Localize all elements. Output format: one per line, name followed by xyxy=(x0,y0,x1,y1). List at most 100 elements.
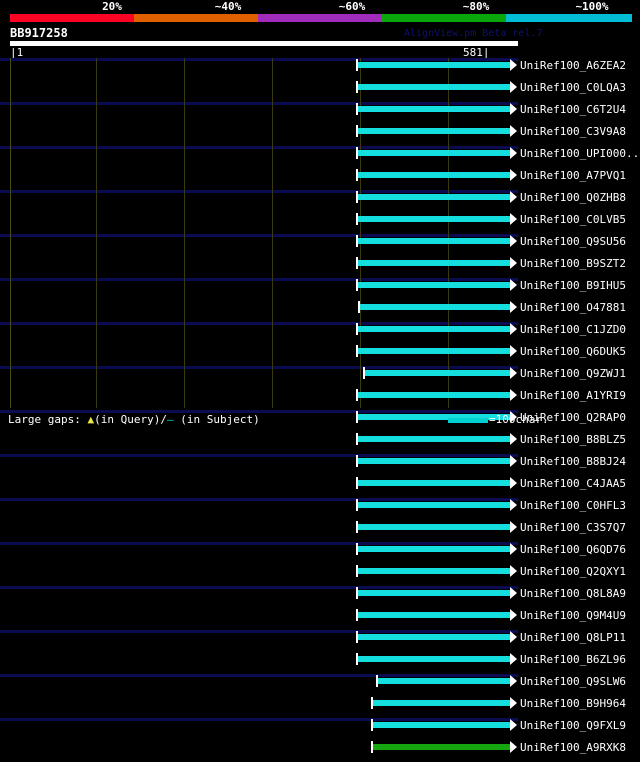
hit-label[interactable]: UniRef100_O47881 xyxy=(520,301,626,314)
hit-row[interactable]: UniRef100_C3S7Q7 xyxy=(0,520,640,542)
hit-alignment-bar[interactable] xyxy=(358,656,510,662)
hit-label[interactable]: UniRef100_B9H964 xyxy=(520,697,626,710)
hit-alignment-bar[interactable] xyxy=(358,128,510,134)
hit-alignment-bar[interactable] xyxy=(358,612,510,618)
hit-alignment-bar[interactable] xyxy=(358,62,510,68)
hit-alignment-bar[interactable] xyxy=(358,458,510,464)
hit-alignment-bar[interactable] xyxy=(358,524,510,530)
hit-alignment-bar[interactable] xyxy=(360,304,510,310)
hit-label[interactable]: UniRef100_B9SZT2 xyxy=(520,257,626,270)
hit-alignment-bar[interactable] xyxy=(358,326,510,332)
hit-label[interactable]: UniRef100_UPI000.. xyxy=(520,147,640,160)
hit-label[interactable]: UniRef100_Q6DUK5 xyxy=(520,345,626,358)
hit-alignment-bar[interactable] xyxy=(358,84,510,90)
hit-label[interactable]: UniRef100_B8BLZ5 xyxy=(520,433,626,446)
hit-label[interactable]: UniRef100_A7PVQ1 xyxy=(520,169,626,182)
hit-label[interactable]: UniRef100_Q6QD76 xyxy=(520,543,626,556)
hit-row[interactable]: UniRef100_Q9M4U9 xyxy=(0,608,640,630)
hit-alignment-bar[interactable] xyxy=(358,634,510,640)
hit-alignment-bar[interactable] xyxy=(373,700,510,706)
hit-alignment-bar[interactable] xyxy=(358,282,510,288)
hit-alignment-bar[interactable] xyxy=(358,150,510,156)
hit-alignment-bar[interactable] xyxy=(358,194,510,200)
hit-row[interactable]: UniRef100_Q8L8A9 xyxy=(0,586,640,608)
hit-label[interactable]: UniRef100_Q9M4U9 xyxy=(520,609,626,622)
hit-label[interactable]: UniRef100_A9RXK8 xyxy=(520,741,626,754)
grid-line-vertical-0 xyxy=(10,58,11,408)
hit-label[interactable]: UniRef100_B9IHU5 xyxy=(520,279,626,292)
hit-alignment-bar[interactable] xyxy=(358,238,510,244)
hit-label[interactable]: UniRef100_C4JAA5 xyxy=(520,477,626,490)
hit-row[interactable]: UniRef100_Q2QXY1 xyxy=(0,564,640,586)
hit-label[interactable]: UniRef100_Q9SLW6 xyxy=(520,675,626,688)
hit-label[interactable]: UniRef100_B6ZL96 xyxy=(520,653,626,666)
hit-alignment-bar[interactable] xyxy=(358,106,510,112)
hit-row[interactable]: UniRef100_Q8LP11 xyxy=(0,630,640,652)
hit-row[interactable]: UniRef100_O47881 xyxy=(0,300,640,322)
hit-label[interactable]: UniRef100_C3V9A8 xyxy=(520,125,626,138)
hit-row[interactable]: UniRef100_B6ZL96 xyxy=(0,652,640,674)
hit-row[interactable]: UniRef100_C0HFL3 xyxy=(0,498,640,520)
hit-row[interactable]: UniRef100_C0LVB5 xyxy=(0,212,640,234)
hit-label[interactable]: UniRef100_Q9ZWJ1 xyxy=(520,367,626,380)
hit-alignment-bar[interactable] xyxy=(358,546,510,552)
hit-row[interactable]: UniRef100_Q6DUK5 xyxy=(0,344,640,366)
hit-row[interactable]: UniRef100_C6T2U4 xyxy=(0,102,640,124)
hit-label[interactable]: UniRef100_C3S7Q7 xyxy=(520,521,626,534)
hit-label[interactable]: UniRef100_Q0ZHB8 xyxy=(520,191,626,204)
hit-row[interactable]: UniRef100_UPI000.. xyxy=(0,146,640,168)
hit-label[interactable]: UniRef100_Q8LP11 xyxy=(520,631,626,644)
hit-alignment-bar[interactable] xyxy=(365,370,510,376)
hit-row[interactable]: UniRef100_Q9SU56 xyxy=(0,234,640,256)
hit-alignment-bar[interactable] xyxy=(373,722,510,728)
hit-row[interactable]: UniRef100_C4JAA5 xyxy=(0,476,640,498)
hit-label[interactable]: UniRef100_C0LVB5 xyxy=(520,213,626,226)
hit-direction-arrow-icon xyxy=(510,631,517,643)
hit-row[interactable]: UniRef100_A6ZEA2 xyxy=(0,58,640,80)
hit-label[interactable]: UniRef100_C6T2U4 xyxy=(520,103,626,116)
hit-alignment-bar[interactable] xyxy=(358,260,510,266)
hit-row[interactable]: UniRef100_A9RXK8 xyxy=(0,740,640,762)
hit-row[interactable]: UniRef100_C0LQA3 xyxy=(0,80,640,102)
hit-label[interactable]: UniRef100_B8BJ24 xyxy=(520,455,626,468)
hit-label[interactable]: UniRef100_C0HFL3 xyxy=(520,499,626,512)
hit-label[interactable]: UniRef100_Q2RAP0 xyxy=(520,411,626,424)
hit-row[interactable]: UniRef100_C1JZD0 xyxy=(0,322,640,344)
hit-row[interactable]: UniRef100_Q9SLW6 xyxy=(0,674,640,696)
hit-label[interactable]: UniRef100_Q2QXY1 xyxy=(520,565,626,578)
hit-alignment-bar[interactable] xyxy=(358,392,510,398)
hit-alignment-bar[interactable] xyxy=(358,216,510,222)
hit-row[interactable]: UniRef100_B8BJ24 xyxy=(0,454,640,476)
hit-alignment-bar[interactable] xyxy=(358,502,510,508)
hit-label[interactable]: UniRef100_Q9SU56 xyxy=(520,235,626,248)
hit-start-tick xyxy=(356,103,358,115)
hit-alignment-bar[interactable] xyxy=(358,436,510,442)
hit-alignment-bar[interactable] xyxy=(358,590,510,596)
hit-row[interactable]: UniRef100_Q2RAP0 xyxy=(0,410,640,432)
hit-row[interactable]: UniRef100_B9IHU5 xyxy=(0,278,640,300)
hit-row[interactable]: UniRef100_A7PVQ1 xyxy=(0,168,640,190)
hit-alignment-bar[interactable] xyxy=(358,348,510,354)
hit-alignment-bar[interactable] xyxy=(378,678,510,684)
hit-row[interactable]: UniRef100_B9H964 xyxy=(0,696,640,718)
hit-row[interactable]: UniRef100_Q9ZWJ1 xyxy=(0,366,640,388)
hit-alignment-bar[interactable] xyxy=(358,414,510,420)
hit-label[interactable]: UniRef100_C0LQA3 xyxy=(520,81,626,94)
hit-row[interactable]: UniRef100_B8BLZ5 xyxy=(0,432,640,454)
hit-label[interactable]: UniRef100_Q9FXL9 xyxy=(520,719,626,732)
hit-row[interactable]: UniRef100_Q6QD76 xyxy=(0,542,640,564)
hit-row[interactable]: UniRef100_Q9FXL9 xyxy=(0,718,640,740)
hit-label[interactable]: UniRef100_C1JZD0 xyxy=(520,323,626,336)
hit-alignment-bar[interactable] xyxy=(358,568,510,574)
hit-alignment-bar[interactable] xyxy=(358,172,510,178)
hit-row[interactable]: UniRef100_B9SZT2 xyxy=(0,256,640,278)
hit-alignment-bar[interactable] xyxy=(373,744,510,750)
hit-alignment-bar[interactable] xyxy=(358,480,510,486)
hit-row[interactable]: UniRef100_Q0ZHB8 xyxy=(0,190,640,212)
hit-row[interactable]: UniRef100_A1YRI9 xyxy=(0,388,640,410)
hit-label[interactable]: UniRef100_Q8L8A9 xyxy=(520,587,626,600)
hit-row[interactable]: UniRef100_C3V9A8 xyxy=(0,124,640,146)
hit-label[interactable]: UniRef100_A6ZEA2 xyxy=(520,59,626,72)
row-guide-line xyxy=(0,366,518,369)
hit-label[interactable]: UniRef100_A1YRI9 xyxy=(520,389,626,402)
